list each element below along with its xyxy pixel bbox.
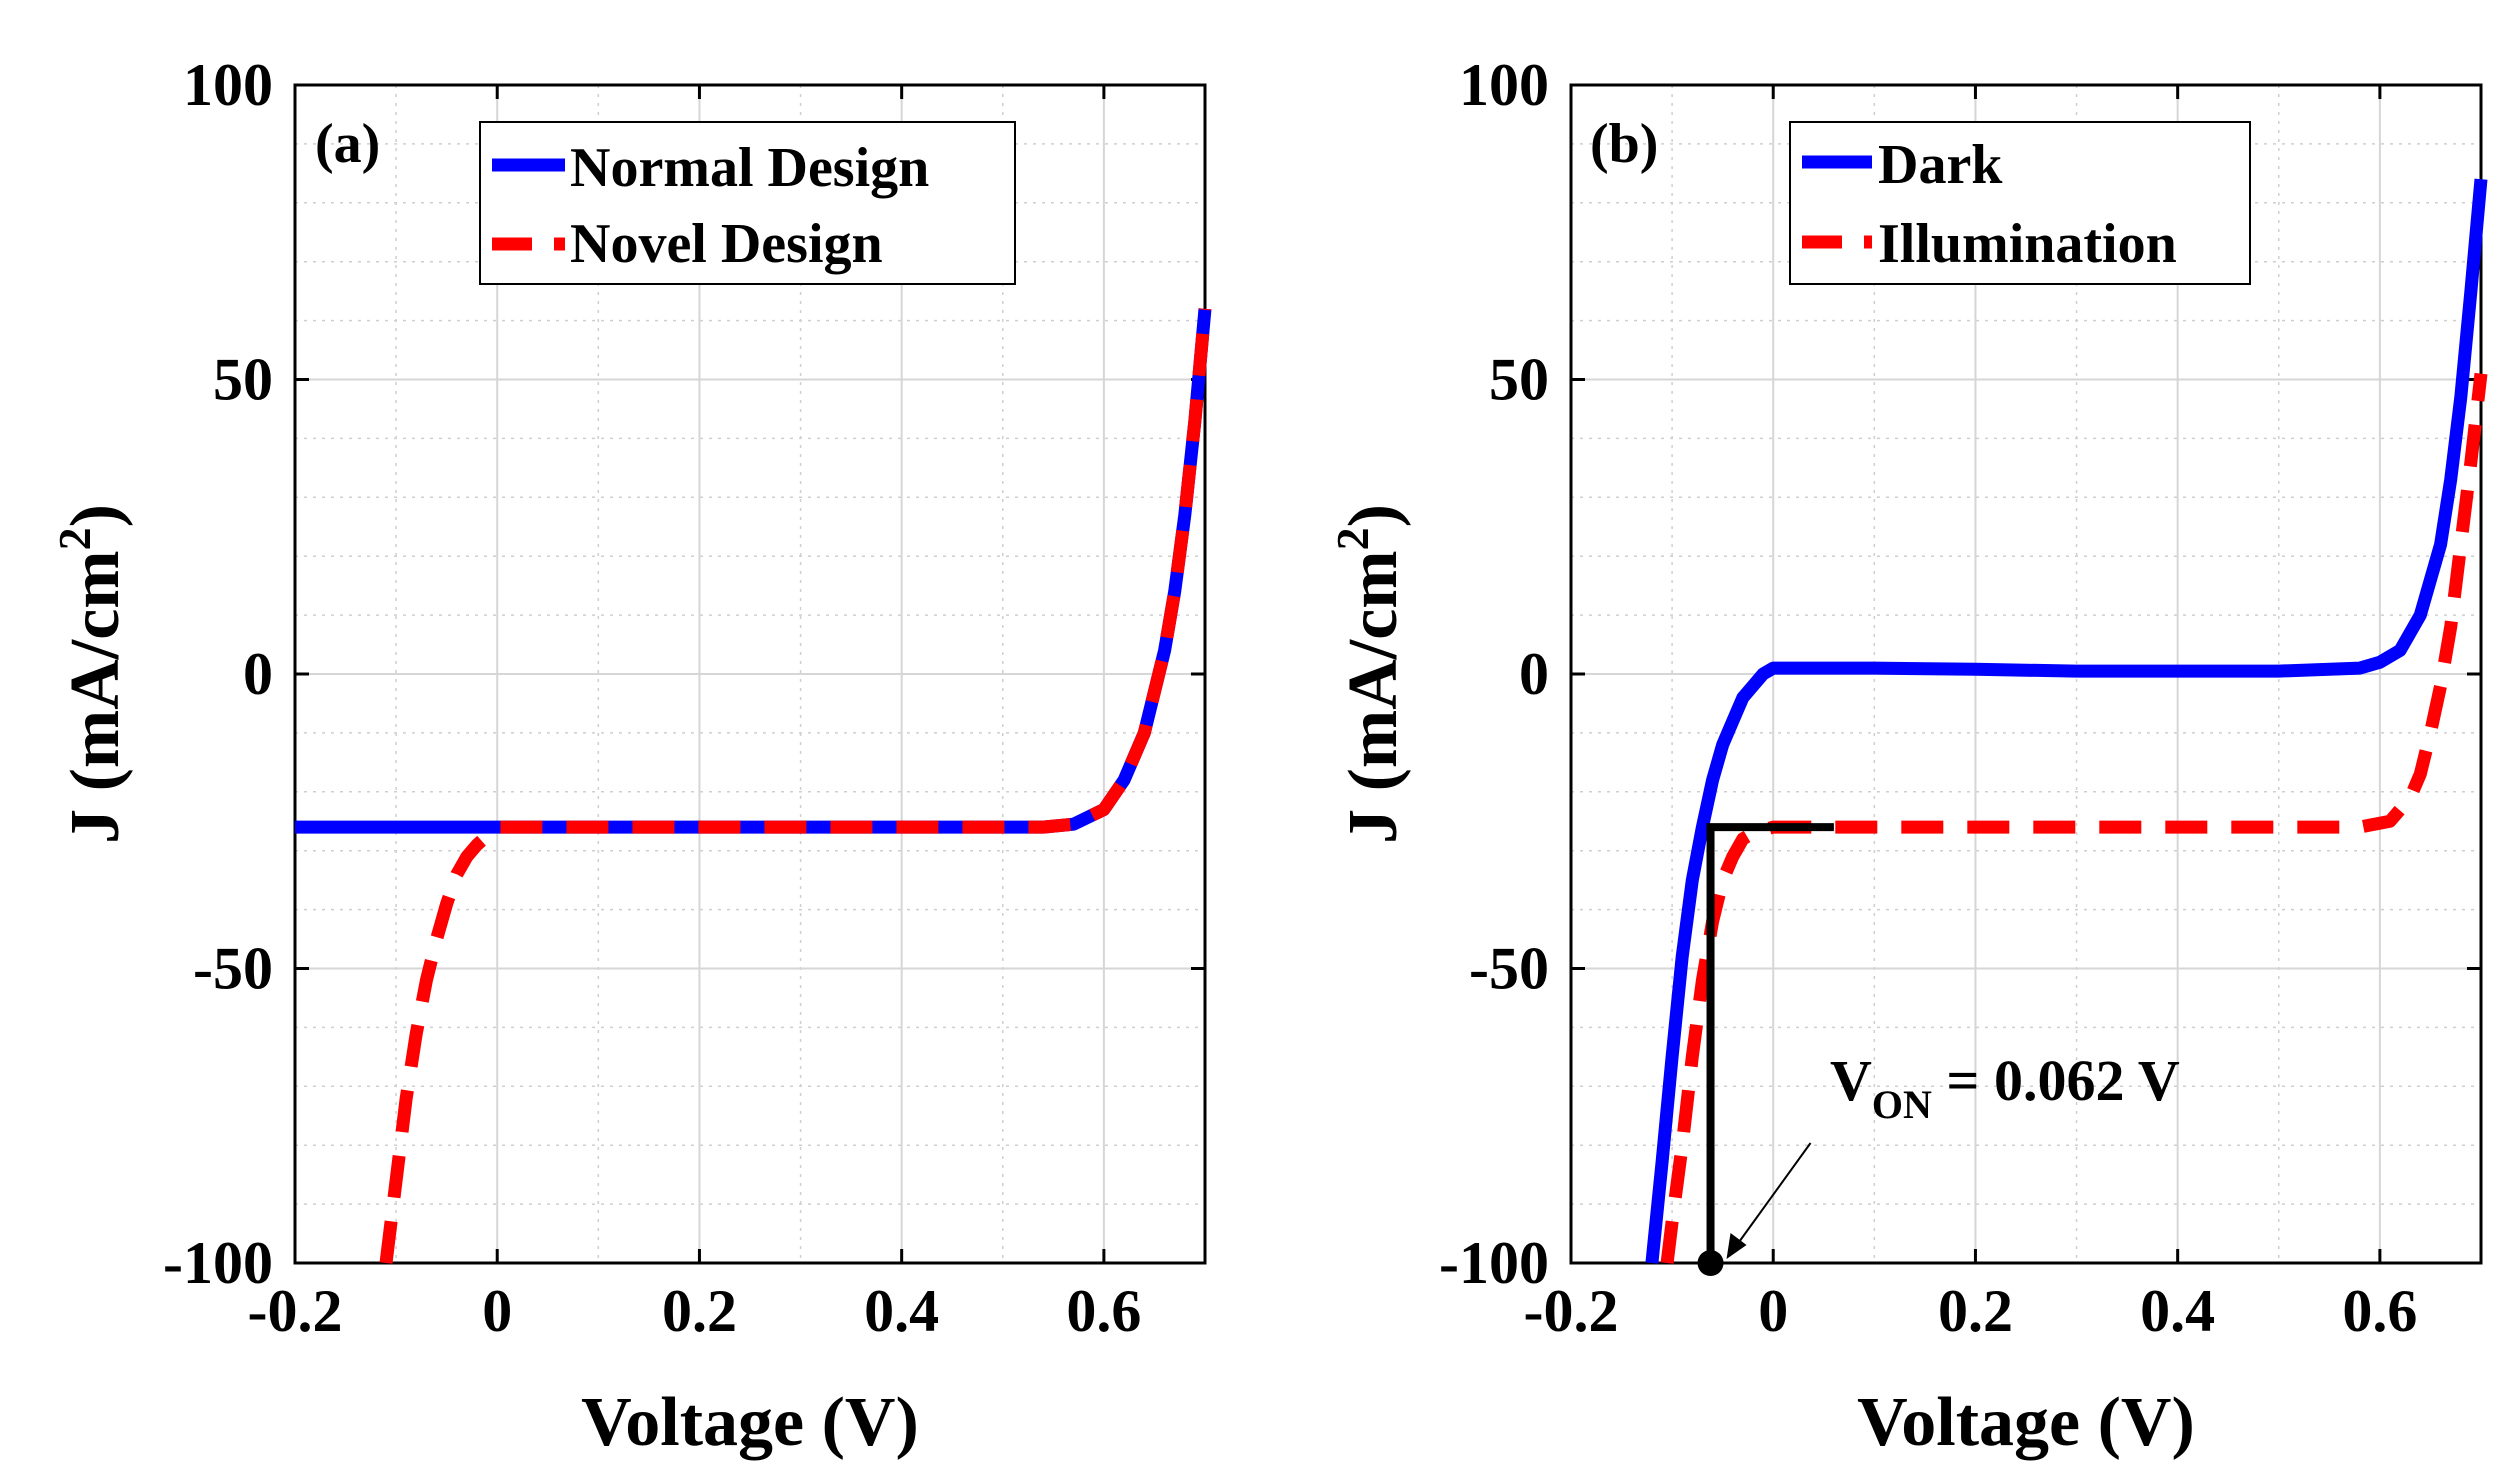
panel-b-y-tick-label: 100 — [1459, 52, 1549, 118]
panel-a-legend-label-novel: Novel Design — [570, 213, 883, 275]
panel-b-von-label: VON = 0.062 V — [1830, 1048, 2180, 1127]
panel-b-y-tick-label: 50 — [1489, 347, 1549, 413]
panel-a-legend-label-normal: Normal Design — [570, 137, 929, 199]
panel-a-y-axis-label-main: J (mA/cm — [57, 550, 134, 844]
panel-a-legend-box — [479, 121, 1016, 285]
panel-a-y-tick-label: -100 — [163, 1230, 273, 1296]
panel-b-von-label-sub: ON — [1872, 1082, 1932, 1127]
panel-a-x-tick-label: 0 — [482, 1278, 512, 1344]
panel-a-x-tick-label: 0.6 — [1066, 1278, 1141, 1344]
panel-b-y-tick-label: -100 — [1439, 1230, 1549, 1296]
panel-a-legend: Normal Design Novel Design — [479, 121, 1016, 285]
von-arrow-line — [1731, 1142, 1812, 1252]
panel-b-y-tick-label: -50 — [1469, 936, 1549, 1002]
panel-a-series-normal-design — [295, 308, 1212, 834]
panel-a-panel-label: (a) — [315, 113, 380, 175]
panel-b-von-label-value: = 0.062 V — [1932, 1048, 2180, 1113]
panel-b-ticks: -0.2 0 0.2 0.4 0.6 -100 -50 0 50 100 — [1439, 52, 2481, 1344]
panel-b-y-tick-label: 0 — [1519, 641, 1549, 707]
panel-b-panel-label: (b) — [1590, 113, 1658, 175]
panel-a-series-novel-design — [379, 308, 1212, 1264]
panel-a-x-axis-label: Voltage (V) — [581, 1384, 919, 1461]
panel-b-x-tick-label: 0 — [1758, 1278, 1788, 1344]
panel-b-legend: Dark Illumination — [1789, 121, 2251, 285]
panel-a-y-tick-label: -50 — [193, 936, 273, 1002]
panel-b-series — [1645, 178, 2488, 1264]
panel-a-y-tick-label: 50 — [213, 347, 273, 413]
panel-b-x-axis-label: Voltage (V) — [1857, 1384, 2195, 1461]
panel-b-legend-box — [1789, 121, 2251, 285]
panel-a-y-axis-label-sup: 2 — [49, 527, 100, 550]
von-marker — [1697, 1250, 1724, 1276]
panel-b-x-tick-label: 0.4 — [2140, 1278, 2215, 1344]
panel-b-x-tick-label: -0.2 — [1524, 1278, 1619, 1344]
panel-b-y-axis-label-close: ) — [1335, 504, 1412, 527]
panel-a-x-tick-label: 0.2 — [662, 1278, 737, 1344]
panel-a-y-axis-label-close: ) — [57, 504, 134, 527]
panel-b-von-label-v: V — [1830, 1048, 1872, 1113]
panel-a-y-axis-label: J (mA/cm2) — [49, 504, 134, 844]
panel-a-chart: -0.2 0 0.2 0.4 0.6 -100 -50 0 50 100 (a) Normal D… — [49, 52, 1212, 1461]
panel-b-legend-label-illumination: Illumination — [1878, 213, 2177, 275]
panel-b-von-annotation — [1697, 823, 1834, 1276]
panel-b-x-tick-label: 0.6 — [2342, 1278, 2417, 1344]
panel-b-series-dark — [1645, 178, 2488, 1264]
panel-a-ticks: -0.2 0 0.2 0.4 0.6 -100 -50 0 50 100 — [163, 52, 1205, 1344]
panel-b-x-tick-label: 0.2 — [1938, 1278, 2013, 1344]
panel-b-y-axis-label-main: J (mA/cm — [1335, 550, 1412, 844]
panel-a-y-tick-label: 100 — [183, 52, 273, 118]
von-arrow-head — [1726, 1233, 1747, 1259]
panel-b-series-illumination — [1660, 372, 2488, 1264]
panel-a-x-tick-label: -0.2 — [248, 1278, 343, 1344]
panel-b-y-axis-label: J (mA/cm2) — [1327, 504, 1412, 844]
panel-a-y-tick-label: 0 — [243, 641, 273, 707]
panel-a-series — [295, 308, 1212, 1264]
panel-b-legend-label-dark: Dark — [1878, 134, 2003, 196]
panel-b-chart: -0.2 0 0.2 0.4 0.6 -100 -50 0 50 100 (b) Dark Ill… — [1327, 52, 2488, 1461]
panel-b-y-axis-label-sup: 2 — [1327, 527, 1378, 550]
panel-a-x-tick-label: 0.4 — [864, 1278, 939, 1344]
